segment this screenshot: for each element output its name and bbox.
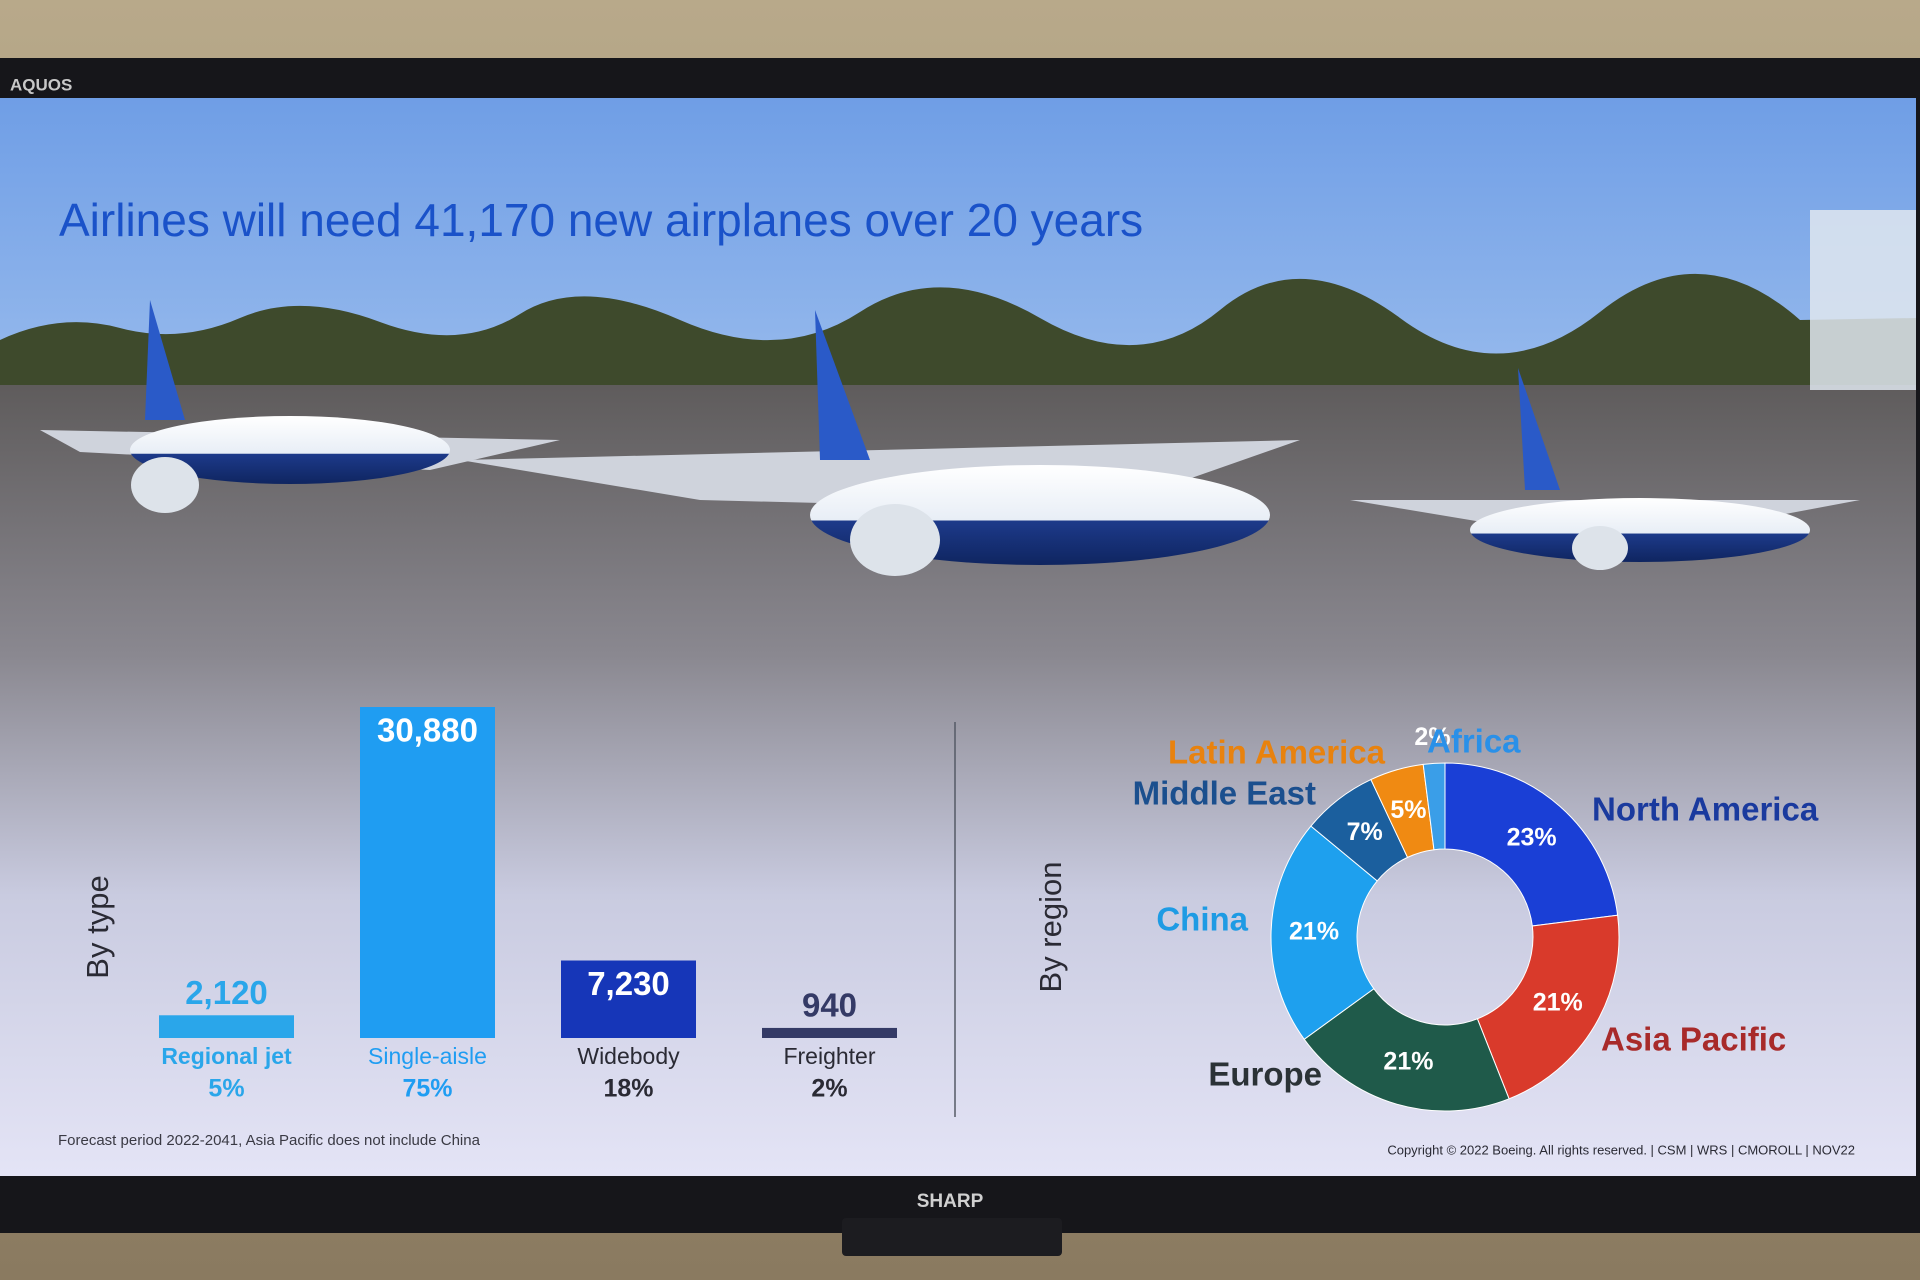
segment-value-label: 21%: [1533, 988, 1583, 1016]
share-label: 18%: [603, 1075, 653, 1103]
share-label: 5%: [208, 1075, 244, 1103]
category-label: Regional jet: [161, 1043, 292, 1069]
segment-category-label: North America: [1592, 791, 1819, 828]
bar: [561, 960, 696, 1038]
bar-value-label: 2,120: [185, 974, 268, 1011]
category-label: Widebody: [577, 1043, 680, 1069]
segment-value-label: 21%: [1383, 1047, 1433, 1075]
segment-category-label: Africa: [1427, 723, 1521, 760]
segment-value-label: 2%: [1414, 723, 1450, 751]
axis-label: By region: [1033, 862, 1068, 993]
bar: [159, 1015, 294, 1038]
bar-value-label: 7,230: [587, 965, 670, 1002]
segment-value-label: 7%: [1347, 818, 1383, 846]
terminal-building: [1810, 210, 1916, 390]
tv-stand-panel: [842, 1218, 1062, 1256]
share-label: 75%: [402, 1075, 452, 1103]
category-label: Freighter: [783, 1043, 875, 1069]
copyright: Copyright © 2022 Boeing. All rights rese…: [1387, 1142, 1855, 1157]
segment-value-label: 5%: [1390, 796, 1426, 824]
bar-value-label: 30,880: [377, 712, 478, 749]
axis-label: By type: [80, 875, 115, 978]
segment-category-label: Asia Pacific: [1601, 1021, 1786, 1058]
category-label: Single-aisle: [368, 1043, 487, 1069]
airplane-right: [1350, 368, 1860, 570]
donut-segment: [1476, 914, 1620, 1100]
airplane-center: [460, 310, 1300, 576]
donut-segment: [1444, 762, 1619, 927]
share-label: 2%: [811, 1075, 847, 1103]
segment-category-label: Middle East: [1133, 775, 1316, 812]
bar-value-label: 940: [802, 987, 857, 1024]
donut-segment: [1422, 762, 1446, 851]
tree-line: [0, 273, 1916, 385]
segment-value-label: 23%: [1507, 823, 1557, 851]
segment-category-label: China: [1156, 901, 1248, 938]
segment-category-label: Latin America: [1168, 734, 1386, 771]
donut-segment: [1303, 988, 1510, 1112]
footnote: Forecast period 2022-2041, Asia Pacific …: [58, 1132, 481, 1149]
screen: Airlines will need 41,170 new airplanes …: [0, 98, 1916, 1176]
bar: [762, 1027, 897, 1038]
donut-segment: [1270, 825, 1378, 1040]
segment-category-label: Europe: [1208, 1056, 1322, 1093]
slide-title: Airlines will need 41,170 new airplanes …: [59, 194, 1143, 246]
brand-label: AQUOS: [10, 75, 72, 94]
segment-value-label: 21%: [1289, 917, 1339, 945]
bar: [360, 707, 495, 1038]
airplane-left: [40, 300, 560, 513]
brand-label: SHARP: [917, 1191, 984, 1212]
